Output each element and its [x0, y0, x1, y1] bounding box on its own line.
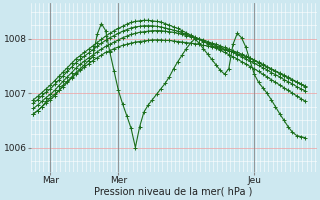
X-axis label: Pression niveau de la mer( hPa ): Pression niveau de la mer( hPa ) — [94, 187, 253, 197]
